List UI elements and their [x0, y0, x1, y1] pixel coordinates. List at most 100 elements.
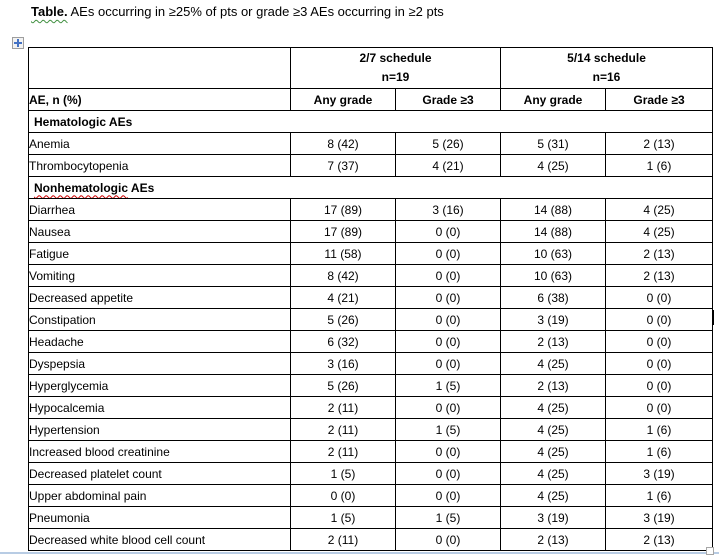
ae-value-cell[interactable]: 14 (88) [500, 198, 607, 221]
ae-value-cell[interactable]: 2 (13) [500, 330, 607, 353]
ae-value-cell[interactable]: 11 (58) [290, 242, 396, 265]
ae-label-cell[interactable]: Pneumonia [28, 506, 291, 529]
grade-subheader-cell[interactable]: Grade ≥3 [605, 88, 714, 111]
ae-value-cell[interactable]: 4 (25) [500, 418, 607, 441]
ae-value-cell[interactable]: 2 (11) [290, 440, 396, 463]
ae-value-cell[interactable]: 3 (16) [290, 352, 396, 375]
ae-label-cell[interactable]: Dyspepsia [28, 352, 291, 375]
table-resize-handle[interactable] [706, 547, 714, 555]
ae-value-cell[interactable]: 8 (42) [290, 132, 396, 155]
ae-value-cell[interactable]: 3 (19) [605, 506, 714, 529]
ae-value-cell[interactable]: 5 (26) [290, 308, 396, 331]
ae-value-cell[interactable]: 5 (26) [290, 374, 396, 397]
ae-label-cell[interactable]: Decreased platelet count [28, 462, 291, 485]
ae-value-cell[interactable]: 3 (19) [500, 506, 607, 529]
ae-value-cell[interactable]: 0 (0) [394, 286, 502, 309]
ae-value-cell[interactable]: 4 (25) [500, 484, 607, 507]
ae-value-cell[interactable]: 4 (25) [500, 396, 607, 419]
ae-value-cell[interactable]: 0 (0) [394, 440, 502, 463]
ae-value-cell[interactable]: 4 (25) [500, 154, 607, 177]
ae-label-cell[interactable]: Vomiting [28, 264, 291, 287]
ae-value-cell[interactable]: 0 (0) [394, 308, 502, 331]
ae-value-cell[interactable]: 0 (0) [605, 374, 714, 397]
grade-subheader-cell[interactable]: Any grade [290, 88, 396, 111]
ae-value-cell[interactable]: 0 (0) [394, 264, 502, 287]
ae-value-cell[interactable]: 4 (25) [605, 198, 714, 221]
ae-value-cell[interactable]: 1 (5) [394, 418, 502, 441]
ae-value-cell[interactable]: 4 (25) [500, 440, 607, 463]
ae-label-cell[interactable]: Diarrhea [28, 198, 291, 221]
ae-value-cell[interactable]: 4 (21) [394, 154, 502, 177]
ae-value-cell[interactable]: 0 (0) [394, 484, 502, 507]
ae-value-cell[interactable]: 10 (63) [500, 264, 607, 287]
ae-value-cell[interactable]: 2 (13) [500, 528, 607, 551]
ae-value-cell[interactable]: 17 (89) [290, 220, 396, 243]
ae-value-cell[interactable]: 2 (13) [605, 264, 714, 287]
ae-value-cell[interactable]: 1 (5) [394, 506, 502, 529]
ae-label-cell[interactable]: Anemia [28, 132, 291, 155]
ae-value-cell[interactable]: 1 (6) [605, 154, 714, 177]
ae-value-cell[interactable]: 0 (0) [605, 330, 714, 353]
ae-value-cell[interactable]: 1 (6) [605, 484, 714, 507]
ae-label-cell[interactable]: Constipation [28, 308, 291, 331]
ae-value-cell[interactable]: 0 (0) [394, 330, 502, 353]
ae-value-cell[interactable]: 0 (0) [394, 462, 502, 485]
grade-subheader-cell[interactable]: Grade ≥3 [394, 88, 502, 111]
ae-value-cell[interactable]: 1 (6) [605, 440, 714, 463]
ae-value-cell[interactable]: 0 (0) [605, 352, 714, 375]
ae-value-cell[interactable]: 2 (13) [605, 242, 714, 265]
ae-value-cell[interactable]: 2 (11) [290, 528, 396, 551]
ae-label-cell[interactable]: Decreased appetite [28, 286, 291, 309]
schedule-group-header[interactable]: 5/14 schedule n=16 [500, 47, 714, 89]
ae-value-cell[interactable]: 2 (13) [605, 132, 714, 155]
ae-value-cell[interactable]: 14 (88) [500, 220, 607, 243]
ae-value-cell[interactable]: 6 (38) [500, 286, 607, 309]
ae-label-cell[interactable]: Nausea [28, 220, 291, 243]
ae-value-cell[interactable]: 4 (25) [500, 462, 607, 485]
ae-value-cell[interactable]: 1 (5) [290, 462, 396, 485]
ae-label-cell[interactable]: Thrombocytopenia [28, 154, 291, 177]
ae-value-cell[interactable]: 10 (63) [500, 242, 607, 265]
ae-value-cell[interactable]: 1 (5) [394, 374, 502, 397]
ae-column-header-cell[interactable]: AE, n (%) [28, 88, 291, 111]
section-header-cell[interactable]: Nonhematologic AEs [27, 176, 714, 199]
ae-value-cell[interactable]: 4 (25) [500, 352, 607, 375]
ae-value-cell[interactable]: 17 (89) [290, 198, 396, 221]
ae-value-cell[interactable]: 0 (0) [394, 396, 502, 419]
ae-label-cell[interactable]: Hyperglycemia [28, 374, 291, 397]
ae-label-cell[interactable]: Upper abdominal pain [28, 484, 291, 507]
ae-value-cell[interactable]: 0 (0) [290, 484, 396, 507]
ae-value-cell[interactable]: 0 (0) [394, 220, 502, 243]
table-caption[interactable]: Table. AEs occurring in ≥25% of pts or g… [31, 3, 444, 20]
table-move-handle-icon[interactable] [12, 37, 24, 49]
ae-value-cell[interactable]: 1 (5) [290, 506, 396, 529]
ae-value-cell[interactable]: 4 (21) [290, 286, 396, 309]
ae-value-cell[interactable]: 3 (19) [500, 308, 607, 331]
ae-value-cell[interactable]: 2 (11) [290, 418, 396, 441]
ae-value-cell[interactable]: 7 (37) [290, 154, 396, 177]
ae-value-cell[interactable]: 6 (32) [290, 330, 396, 353]
ae-value-cell[interactable]: 2 (11) [290, 396, 396, 419]
ae-value-cell[interactable]: 1 (6) [605, 418, 714, 441]
section-header-cell[interactable]: Hematologic AEs [27, 110, 714, 133]
ae-value-cell[interactable]: 2 (13) [500, 374, 607, 397]
ae-label-cell[interactable]: Hypertension [28, 418, 291, 441]
ae-value-cell[interactable]: 0 (0) [394, 528, 502, 551]
grade-subheader-cell[interactable]: Any grade [500, 88, 607, 111]
ae-label-cell[interactable]: Headache [28, 330, 291, 353]
ae-label-cell[interactable]: Hypocalcemia [28, 396, 291, 419]
ae-value-cell[interactable]: 5 (26) [394, 132, 502, 155]
ae-label-cell[interactable]: Decreased white blood cell count [28, 528, 291, 551]
schedule-group-header[interactable]: 2/7 schedule n=19 [289, 47, 502, 89]
ae-value-cell[interactable]: 2 (13) [605, 528, 714, 551]
ae-value-cell-with-cursor[interactable]: 0 (0) [605, 308, 714, 331]
ae-value-cell[interactable]: 3 (16) [394, 198, 502, 221]
ae-value-cell[interactable]: 0 (0) [394, 242, 502, 265]
ae-value-cell[interactable]: 5 (31) [500, 132, 607, 155]
ae-label-cell[interactable]: Increased blood creatinine [28, 440, 291, 463]
ae-value-cell[interactable]: 4 (25) [605, 220, 714, 243]
ae-value-cell[interactable]: 3 (19) [605, 462, 714, 485]
corner-empty-cell[interactable] [28, 47, 291, 89]
ae-value-cell[interactable]: 0 (0) [605, 396, 714, 419]
ae-value-cell[interactable]: 0 (0) [605, 286, 714, 309]
